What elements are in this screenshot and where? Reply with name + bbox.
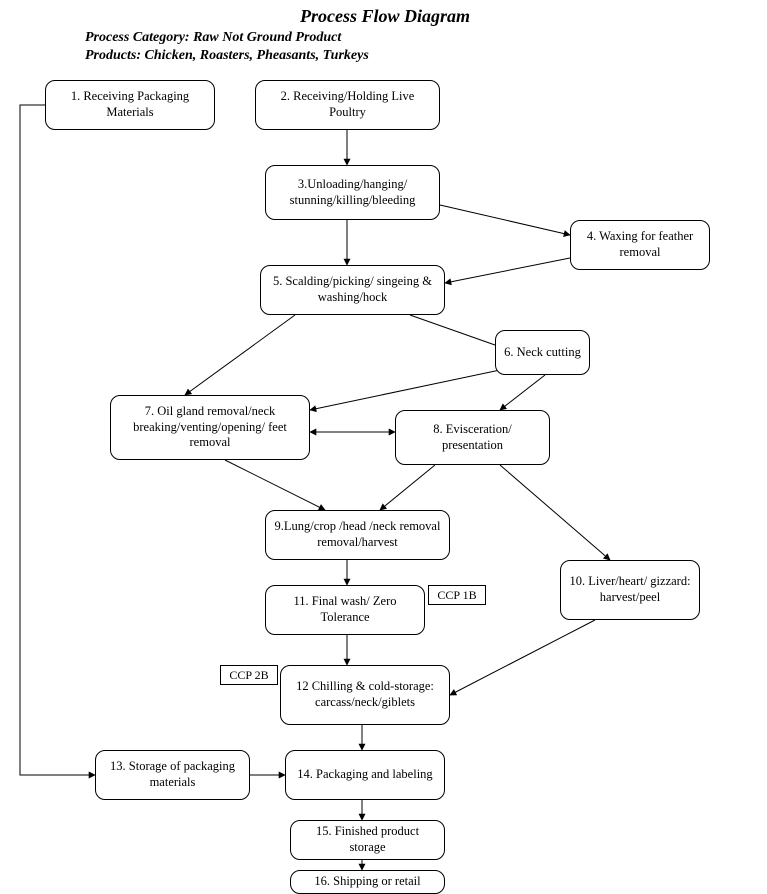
edge <box>20 105 95 775</box>
edge <box>500 465 610 560</box>
edge <box>445 258 570 283</box>
node-16-shipping: 16. Shipping or retail <box>290 870 445 894</box>
node-10-liver-heart: 10. Liver/heart/ gizzard: harvest/peel <box>560 560 700 620</box>
edge <box>450 620 595 695</box>
node-1-receiving-packaging: 1. Receiving Packaging Materials <box>45 80 215 130</box>
ccp-2b-label: CCP 2B <box>220 665 278 685</box>
edge <box>410 315 495 345</box>
diagram-title: Process Flow Diagram <box>300 6 470 27</box>
edge <box>500 375 545 410</box>
subtitle-products: Products: Chicken, Roasters, Pheasants, … <box>85 48 369 64</box>
edge <box>310 370 500 410</box>
edge <box>380 465 435 510</box>
node-6-neck-cutting: 6. Neck cutting <box>495 330 590 375</box>
node-3-unloading: 3.Unloading/hanging/ stunning/killing/bl… <box>265 165 440 220</box>
node-13-storage-packaging: 13. Storage of packaging materials <box>95 750 250 800</box>
node-8-evisceration: 8. Evisceration/ presentation <box>395 410 550 465</box>
edge <box>225 460 325 510</box>
edge <box>185 315 295 395</box>
node-5-scalding: 5. Scalding/picking/ singeing & washing/… <box>260 265 445 315</box>
node-4-waxing: 4. Waxing for feather removal <box>570 220 710 270</box>
node-15-finished-storage: 15. Finished product storage <box>290 820 445 860</box>
node-9-lung-crop: 9.Lung/crop /head /neck removal removal/… <box>265 510 450 560</box>
node-14-packaging-labeling: 14. Packaging and labeling <box>285 750 445 800</box>
node-2-receiving-live-poultry: 2. Receiving/Holding Live Poultry <box>255 80 440 130</box>
node-12-chilling: 12 Chilling & cold-storage: carcass/neck… <box>280 665 450 725</box>
edge <box>440 205 570 235</box>
node-7-oil-gland: 7. Oil gland removal/neck breaking/venti… <box>110 395 310 460</box>
ccp-1b-label: CCP 1B <box>428 585 486 605</box>
diagram-canvas: Process Flow Diagram Process Category: R… <box>0 0 767 894</box>
node-11-final-wash: 11. Final wash/ Zero Tolerance <box>265 585 425 635</box>
subtitle-category: Process Category: Raw Not Ground Product <box>85 30 341 46</box>
